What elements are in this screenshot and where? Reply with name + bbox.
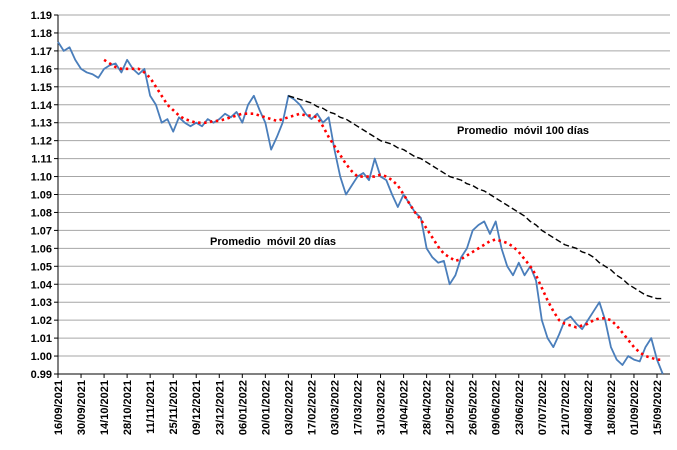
y-tick-label: 1.02 bbox=[31, 315, 52, 327]
series-label: Promedio móvil 100 días bbox=[457, 125, 589, 137]
x-tick-label: 16/09/2021 bbox=[53, 380, 65, 435]
series-line bbox=[288, 95, 663, 300]
series-label: Promedio móvil 20 días bbox=[210, 236, 336, 248]
x-tick-label: 04/08/2022 bbox=[583, 380, 595, 435]
y-tick-label: 1.16 bbox=[31, 64, 52, 76]
x-tick-label: 28/10/2021 bbox=[122, 380, 134, 435]
x-tick-label: 09/06/2022 bbox=[491, 380, 503, 435]
y-tick-label: 1.05 bbox=[31, 261, 52, 273]
y-tick-label: 1.10 bbox=[31, 172, 52, 184]
y-tick-label: 1.01 bbox=[31, 333, 52, 345]
x-tick-label: 31/03/2022 bbox=[376, 380, 388, 435]
y-tick-label: 1.17 bbox=[31, 46, 52, 58]
x-tick-label: 25/11/2021 bbox=[168, 380, 180, 434]
x-tick-label: 15/09/2022 bbox=[652, 380, 664, 435]
x-tick-label: 20/01/2022 bbox=[260, 380, 272, 435]
x-tick-label: 18/08/2022 bbox=[606, 380, 618, 435]
y-tick-label: 1.07 bbox=[31, 225, 52, 237]
y-tick-label: 1.08 bbox=[31, 207, 52, 219]
y-tick-label: 0.99 bbox=[31, 369, 52, 381]
y-tick-label: 1.09 bbox=[31, 190, 52, 202]
x-tick-label: 11/11/2021 bbox=[145, 380, 157, 434]
x-tick-label: 06/01/2022 bbox=[237, 380, 249, 435]
x-tick-label: 23/12/2021 bbox=[214, 380, 226, 435]
x-tick-label: 01/09/2022 bbox=[629, 380, 641, 435]
series-line bbox=[103, 58, 663, 361]
y-tick-label: 1.15 bbox=[31, 82, 52, 94]
y-tick-label: 1.13 bbox=[31, 118, 52, 130]
x-tick-label: 17/02/2022 bbox=[306, 380, 318, 435]
y-tick-label: 1.11 bbox=[31, 154, 52, 166]
x-tick-label: 14/10/2021 bbox=[99, 380, 111, 435]
y-tick-label: 1.04 bbox=[31, 279, 53, 291]
x-tick-label: 09/12/2021 bbox=[191, 380, 203, 435]
y-tick-label: 1.12 bbox=[31, 136, 52, 148]
y-tick-label: 1.00 bbox=[31, 351, 52, 363]
x-tick-label: 26/05/2022 bbox=[468, 380, 480, 435]
x-tick-label: 28/04/2022 bbox=[422, 380, 434, 435]
y-tick-label: 1.06 bbox=[31, 243, 52, 255]
x-tick-label: 17/03/2022 bbox=[353, 380, 365, 435]
y-tick-label: 1.14 bbox=[31, 100, 53, 112]
x-tick-label: 03/03/2022 bbox=[329, 380, 341, 435]
y-tick-label: 1.19 bbox=[31, 10, 52, 22]
x-tick-label: 23/06/2022 bbox=[514, 380, 526, 435]
y-tick-label: 1.03 bbox=[31, 297, 52, 309]
x-tick-label: 30/09/2021 bbox=[76, 380, 88, 435]
y-tick-label: 1.18 bbox=[31, 28, 52, 40]
x-tick-label: 12/05/2022 bbox=[445, 380, 457, 435]
x-tick-label: 14/04/2022 bbox=[399, 380, 411, 435]
x-tick-label: 07/07/2022 bbox=[537, 380, 549, 435]
x-tick-label: 03/02/2022 bbox=[283, 380, 295, 435]
x-tick-label: 21/07/2022 bbox=[560, 380, 572, 435]
series-line bbox=[57, 41, 664, 375]
